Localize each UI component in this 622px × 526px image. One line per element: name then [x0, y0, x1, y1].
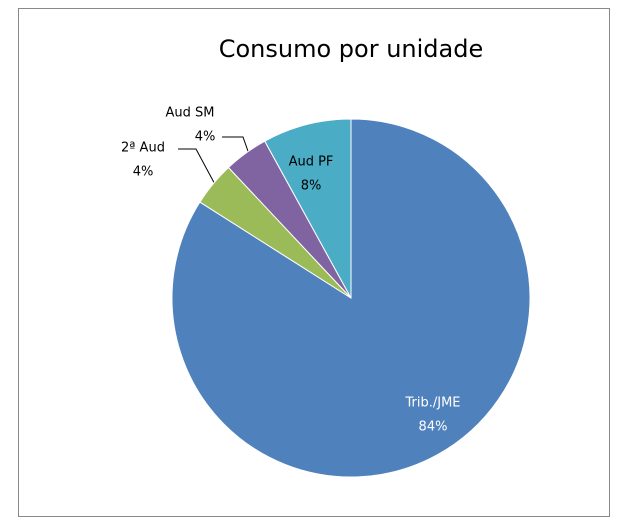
pie-slice — [264, 118, 352, 299]
pie-slice — [171, 118, 531, 478]
value-label: 4% — [133, 165, 154, 180]
slice-label: Aud SM — [166, 106, 215, 121]
leader-line — [222, 136, 250, 155]
slice-label: Aud PF — [289, 155, 334, 170]
slice-label: Trib./JME — [404, 396, 460, 411]
chart-title: Consumo por unidade — [219, 35, 484, 63]
value-label: 8% — [301, 179, 322, 194]
slice-label: 2ª Aud — [121, 141, 165, 156]
value-label: 4% — [195, 130, 216, 145]
value-label: 84% — [419, 420, 448, 435]
leader-line — [178, 148, 219, 191]
